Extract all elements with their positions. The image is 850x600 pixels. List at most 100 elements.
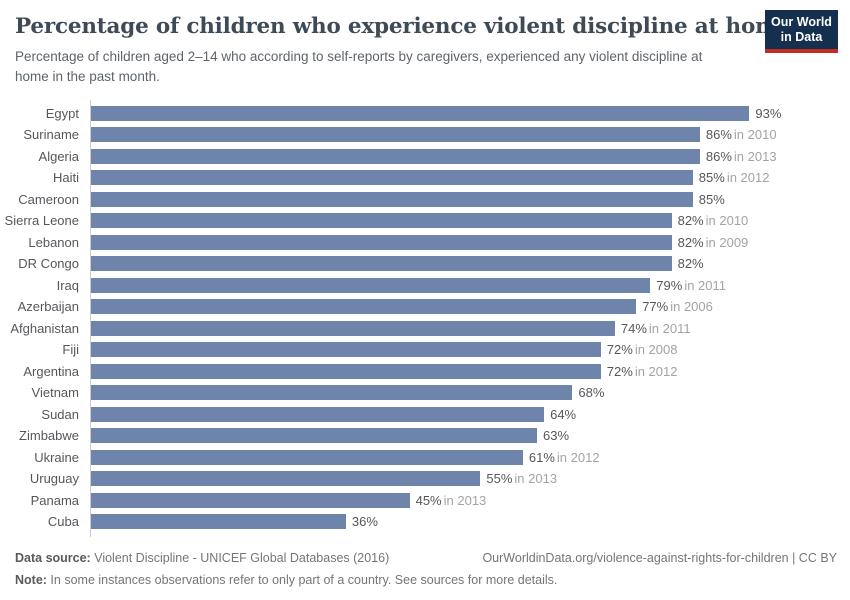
bar-row: Vietnam 68% (0, 382, 850, 404)
chart-subtitle: Percentage of children aged 2–14 who acc… (15, 48, 703, 85)
bar-track: 74% in 2011 (86, 320, 850, 336)
bar[interactable] (91, 320, 615, 336)
country-label: Algeria (38, 148, 79, 164)
value-label: 36% (351, 514, 378, 530)
value-label: 82% (677, 256, 704, 272)
year-label: in 2006 (670, 299, 713, 315)
bar-track: 86% in 2013 (86, 148, 850, 164)
bar[interactable] (91, 105, 750, 121)
bar[interactable] (91, 148, 700, 164)
owid-logo-red-strip (765, 48, 838, 53)
value-label: 55% (486, 471, 513, 487)
bar-track: 82% in 2010 (86, 213, 850, 229)
footer-source-row: Data source: Violent Discipline - UNICEF… (15, 551, 837, 565)
bar-track: 93% (86, 105, 850, 121)
bar-track: 85% in 2012 (86, 170, 850, 186)
owid-logo-line1: Our World (771, 15, 832, 29)
country-label: Fiji (62, 342, 79, 358)
bar-row: Afghanistan 74% in 2011 (0, 317, 850, 339)
year-label: in 2012 (556, 449, 600, 465)
bar-track: 61% in 2012 (86, 449, 850, 465)
owid-logo[interactable]: Our World in Data (765, 10, 838, 53)
bar-row: Lebanon 82% in 2009 (0, 231, 850, 253)
country-label: Iraq (56, 277, 79, 293)
bar-row: Ukraine 61% in 2012 (0, 446, 850, 468)
bar-row: Uruguay 55% in 2013 (0, 468, 850, 490)
value-label: 79% (656, 277, 683, 293)
bar[interactable] (91, 191, 693, 207)
country-label: Sudan (41, 406, 79, 422)
country-label: Argentina (23, 363, 79, 379)
bar[interactable] (91, 514, 346, 530)
year-label: in 2013 (443, 492, 487, 508)
bar-track: 82% (86, 256, 850, 272)
bar[interactable] (91, 449, 523, 465)
year-label: in 2011 (648, 320, 691, 336)
value-label: 82% (677, 213, 704, 229)
year-label: in 2012 (726, 170, 770, 186)
country-label: Haiti (52, 170, 79, 186)
bar[interactable] (91, 363, 601, 379)
bar-chart: Egypt 93% Suriname 86% in 2010 Algeria 8… (0, 100, 850, 538)
bar-track: 79% in 2011 (86, 277, 850, 293)
bar-row: Zimbabwe 63% (0, 425, 850, 447)
value-label: 93% (755, 105, 782, 121)
note-value: In some instances observations refer to … (46, 573, 558, 587)
owid-logo-box: Our World in Data (765, 10, 838, 49)
bar-track: 72% in 2012 (86, 363, 850, 379)
bar-track: 36% (86, 514, 850, 530)
year-label: in 2012 (634, 363, 678, 379)
bar-row: Azerbaijan 77% in 2006 (0, 296, 850, 318)
value-label: 86% (705, 127, 732, 143)
country-label: Panama (30, 492, 79, 508)
country-label: Lebanon (28, 234, 79, 250)
bar-track: 68% (86, 385, 850, 401)
bar[interactable] (91, 170, 693, 186)
bar[interactable] (91, 428, 537, 444)
bar[interactable] (91, 127, 700, 143)
bar[interactable] (91, 213, 672, 229)
year-label: in 2013 (733, 148, 777, 164)
bar[interactable] (91, 277, 651, 293)
bar-row: DR Congo 82% (0, 253, 850, 275)
country-label: Cuba (47, 514, 79, 530)
chart-header: Percentage of children who experience vi… (0, 0, 850, 87)
bar-track: 82% in 2009 (86, 234, 850, 250)
value-label: 63% (543, 428, 570, 444)
chart-footer: Data source: Violent Discipline - UNICEF… (0, 551, 850, 600)
bar[interactable] (91, 234, 672, 250)
value-label: 77% (642, 299, 669, 315)
owid-url-link[interactable]: OurWorldinData.org/violence-against-righ… (482, 551, 837, 565)
bar[interactable] (91, 385, 573, 401)
value-label: 72% (606, 363, 633, 379)
bar[interactable] (91, 299, 637, 315)
bar-row: Sierra Leone 82% in 2010 (0, 210, 850, 232)
country-label: Vietnam (31, 385, 79, 401)
value-label: 68% (578, 385, 605, 401)
bar-track: 63% (86, 428, 850, 444)
bar-row: Iraq 79% in 2011 (0, 274, 850, 296)
bar-row: Fiji 72% in 2008 (0, 339, 850, 361)
bar[interactable] (91, 406, 545, 422)
country-label: Ukraine (34, 449, 79, 465)
bar-row: Algeria 86% in 2013 (0, 145, 850, 167)
country-label: Uruguay (29, 471, 79, 487)
bar[interactable] (91, 256, 672, 272)
bar[interactable] (91, 342, 601, 358)
bar-row: Argentina 72% in 2012 (0, 360, 850, 382)
bar[interactable] (91, 492, 410, 508)
country-label: Afghanistan (10, 320, 79, 336)
country-label: Egypt (45, 105, 79, 121)
bar-row: Haiti 85% in 2012 (0, 167, 850, 189)
year-label: in 2010 (733, 127, 777, 143)
data-source-text: Data source: Violent Discipline - UNICEF… (15, 551, 389, 565)
bar-track: 45% in 2013 (86, 492, 850, 508)
note-label: Note: (15, 573, 47, 587)
bar-track: 85% (86, 191, 850, 207)
year-label: in 2013 (514, 471, 558, 487)
bar[interactable] (91, 471, 481, 487)
bar-row: Cuba 36% (0, 511, 850, 533)
bar-row: Suriname 86% in 2010 (0, 124, 850, 146)
country-label: Suriname (23, 127, 79, 143)
bar-row: Panama 45% in 2013 (0, 489, 850, 511)
